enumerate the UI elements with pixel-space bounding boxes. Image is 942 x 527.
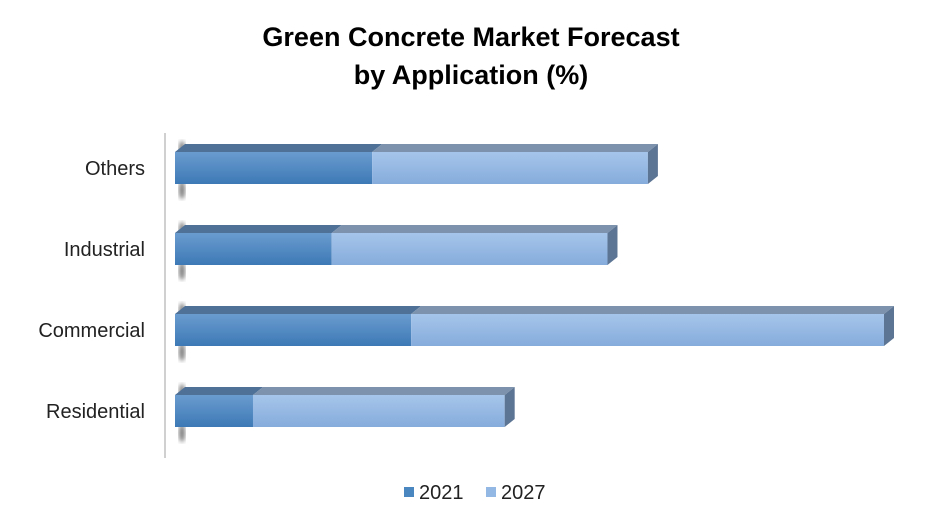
bar-2021-others [175, 152, 373, 184]
legend-swatch-2021 [404, 487, 414, 497]
legend-label-2021: 2021 [419, 482, 464, 504]
bar-side-industrial [607, 225, 618, 265]
chart-title-line-2: by Application (%) [353, 60, 589, 90]
legend-label-2027: 2027 [501, 482, 546, 504]
bar-top-2027-industrial [331, 225, 618, 233]
bar-top-2021-residential [175, 387, 263, 395]
bar-top-2027-others [372, 144, 658, 152]
bar-top-2021-commercial [175, 306, 422, 314]
bar-2021-residential [175, 395, 253, 427]
bar-2021-industrial [175, 233, 332, 265]
bar-2027-commercial [411, 314, 884, 346]
bar-top-2021-industrial [175, 225, 342, 233]
legend-swatch-2027 [486, 487, 496, 497]
axis-shadow [179, 424, 185, 442]
axis-shadow [179, 262, 185, 280]
category-label: Commercial [38, 320, 145, 342]
category-label: Industrial [64, 239, 145, 261]
bar-2021-commercial [175, 314, 412, 346]
bar-2027-industrial [331, 233, 608, 265]
bar-top-2027-residential [252, 387, 515, 395]
chart-title-line-1: Green Concrete Market Forecast [262, 22, 680, 52]
category-label: Residential [46, 401, 145, 423]
bar-side-residential [504, 387, 515, 427]
axis-shadow [179, 343, 185, 361]
bar-side-others [647, 144, 658, 184]
category-label: Others [85, 158, 145, 180]
bar-2027-others [372, 152, 648, 184]
bar-side-commercial [884, 306, 894, 346]
axis-shadow [179, 181, 185, 199]
bar-2027-residential [252, 395, 505, 427]
bar-top-2021-others [175, 144, 383, 152]
bar-top-2027-commercial [411, 306, 894, 314]
